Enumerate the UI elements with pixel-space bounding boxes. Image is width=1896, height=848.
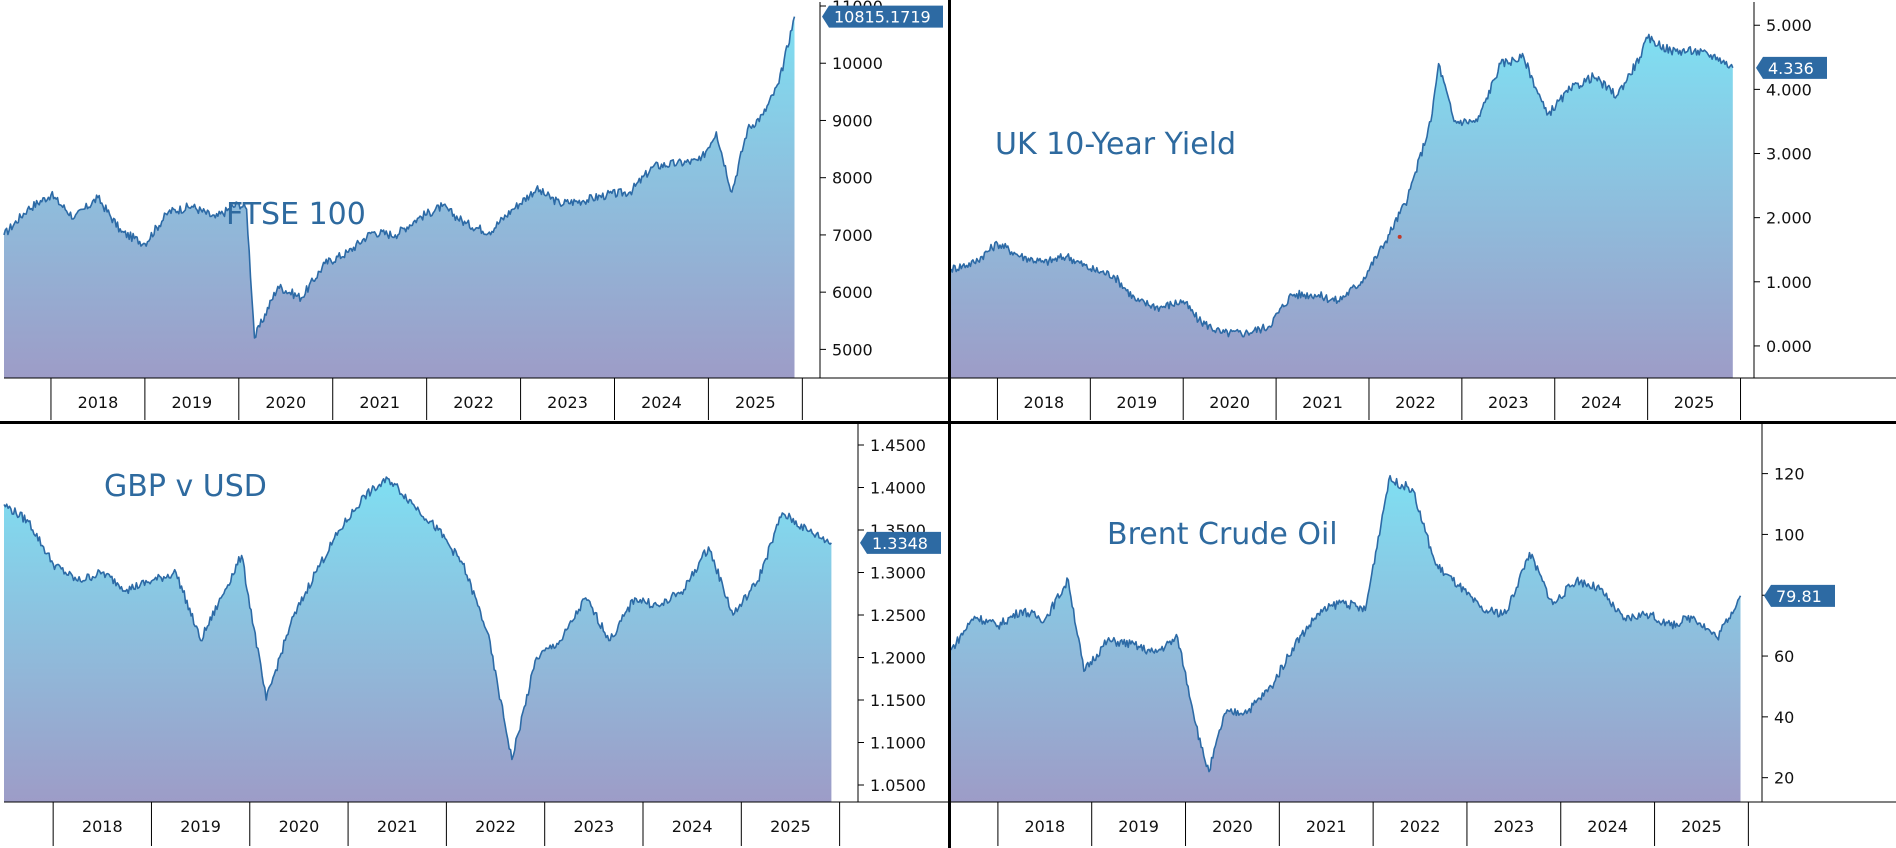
value-tick-label: 5000: [832, 340, 873, 359]
x-tick-label: 2023: [547, 393, 588, 412]
x-tick-label: 2020: [1212, 817, 1253, 836]
chart-title: FTSE 100: [226, 197, 366, 232]
last-value-tag: 1.3348: [860, 531, 941, 554]
x-tick-label: 2025: [1681, 817, 1722, 836]
value-tick-label: 1.2500: [870, 606, 926, 625]
value-tick-label: 8000: [832, 169, 873, 188]
x-tick-label: 2024: [1581, 393, 1622, 412]
x-tick-label: 2020: [279, 817, 320, 836]
x-tick-label: 2018: [1024, 393, 1065, 412]
x-tick-label: 2020: [1209, 393, 1250, 412]
value-tick-label: 1.1000: [870, 734, 926, 753]
x-tick-label: 2021: [1302, 393, 1343, 412]
last-value-label: 10815.1719: [834, 8, 931, 27]
x-tick-label: 2018: [1024, 817, 1065, 836]
series-area: [951, 475, 1741, 802]
x-tick-label: 2024: [641, 393, 682, 412]
vertical-divider: [948, 0, 951, 848]
series-line: [951, 474, 1742, 773]
chart-svg: 50006000700080009000100001100010815.1719…: [3, 0, 948, 420]
last-value-tag-shape: [822, 5, 943, 28]
value-tick-label: 120: [1774, 465, 1805, 484]
last-value-tag: 4.336: [1756, 56, 1827, 79]
series-line: [3, 16, 796, 339]
x-tick-label: 2024: [1587, 817, 1628, 836]
value-tick-label: 1.2000: [870, 649, 926, 668]
ftse-100-chart: 50006000700080009000100001100010815.1719…: [0, 0, 948, 422]
x-tick-label: 2024: [672, 817, 713, 836]
value-tick-label: 9000: [832, 111, 873, 130]
series-area: [4, 477, 832, 802]
value-tick-label: 1.3000: [870, 564, 926, 583]
x-tick-label: 2023: [573, 817, 614, 836]
last-value-label: 4.336: [1768, 59, 1814, 78]
x-tick-label: 2018: [78, 393, 119, 412]
value-tick-label: 5.000: [1766, 16, 1812, 35]
chart-svg: 0.000 1.000 2.000 3.000 4.000 5.000 4.336 2018 2…: [951, 2, 1896, 420]
x-tick-label: 2025: [735, 393, 776, 412]
value-tick-label: 3.000: [1766, 145, 1812, 164]
value-tick-label: 6000: [832, 283, 873, 302]
value-tick-label: 1.0500: [870, 776, 926, 795]
chart-title: Brent Crude Oil: [1107, 517, 1338, 552]
last-value-tag: 10815.1719: [822, 5, 943, 28]
last-value-label: 79.81: [1776, 587, 1822, 606]
value-tick-label: 0.000: [1766, 337, 1812, 356]
gbp-v-usd-chart: 1.0500 1.1000 1.1500 1.2000 1.2500 1.3000 1.35…: [0, 424, 948, 848]
value-tick-label: 4.000: [1766, 80, 1812, 99]
x-tick-label: 2019: [1118, 817, 1159, 836]
x-tick-label: 2019: [171, 393, 212, 412]
series-line: [951, 33, 1734, 338]
x-tick-label: 2021: [377, 817, 418, 836]
chart-title: GBP v USD: [104, 469, 267, 504]
last-value-tag-shape: [860, 531, 941, 554]
x-tick-label: 2022: [1395, 393, 1436, 412]
x-tick-label: 2022: [1400, 817, 1441, 836]
value-tick-label: 2.000: [1766, 209, 1812, 228]
x-tick-label: 2021: [1306, 817, 1347, 836]
x-tick-label: 2019: [1116, 393, 1157, 412]
uk-10-year-yield-chart: 0.000 1.000 2.000 3.000 4.000 5.000 4.336 2018 2…: [951, 0, 1896, 422]
brent-crude-oil-chart: 2040608010012079.81201820192020202120222…: [951, 424, 1896, 848]
last-value-label: 1.3348: [872, 534, 928, 553]
x-tick-label: 2020: [265, 393, 306, 412]
x-tick-label: 2021: [359, 393, 400, 412]
series-area: [4, 16, 795, 378]
value-tick-label: 1.4500: [870, 436, 926, 455]
x-tick-label: 2018: [82, 817, 123, 836]
series-area: [951, 34, 1733, 378]
x-tick-label: 2022: [475, 817, 516, 836]
chart-svg: 1.05001.10001.15001.20001.25001.30001.35…: [3, 424, 948, 846]
series-line: [3, 476, 832, 761]
chart-svg: 2040608010012079.81201820192020202120222…: [951, 424, 1896, 846]
value-tick-label: 40: [1774, 708, 1794, 727]
value-tick-label: 1.000: [1766, 273, 1812, 292]
chart-title: UK 10-Year Yield: [995, 127, 1236, 162]
value-tick-label: 20: [1774, 769, 1794, 788]
last-value-tag: 79.81: [1764, 584, 1835, 607]
x-tick-label: 2019: [180, 817, 221, 836]
value-tick-label: 7000: [832, 226, 873, 245]
value-tick-label: 60: [1774, 647, 1794, 666]
value-tick-label: 1.1500: [870, 691, 926, 710]
red-marker: [1397, 234, 1402, 239]
x-tick-label: 2023: [1493, 817, 1534, 836]
value-tick-label: 100: [1774, 525, 1805, 544]
x-tick-label: 2025: [1674, 393, 1715, 412]
value-tick-label: 10000: [832, 54, 883, 73]
last-value-tag-shape: [1764, 584, 1835, 607]
horizontal-divider: [0, 421, 1896, 424]
x-tick-label: 2025: [770, 817, 811, 836]
value-tick-label: 1.4000: [870, 479, 926, 498]
x-tick-label: 2022: [453, 393, 494, 412]
last-value-tag-shape: [1756, 56, 1827, 79]
x-tick-label: 2023: [1488, 393, 1529, 412]
